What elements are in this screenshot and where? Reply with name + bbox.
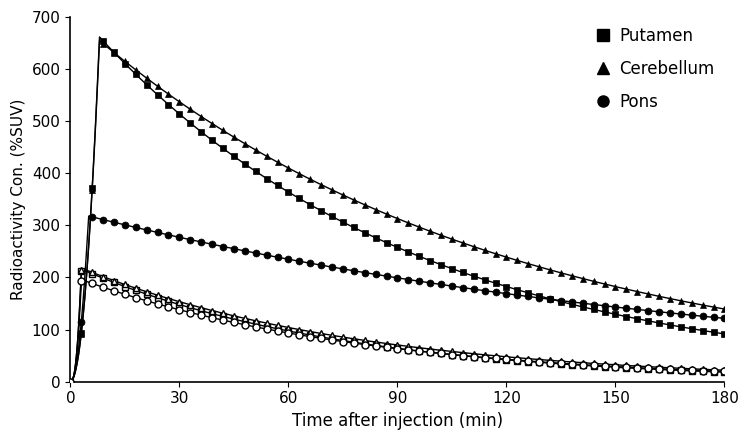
X-axis label: Time after injection (min): Time after injection (min) [292, 412, 503, 430]
Legend: Putamen, Cerebellum, Pons: Putamen, Cerebellum, Pons [590, 20, 721, 118]
Y-axis label: Radioactivity Con. (%SUV): Radioactivity Con. (%SUV) [11, 99, 26, 300]
